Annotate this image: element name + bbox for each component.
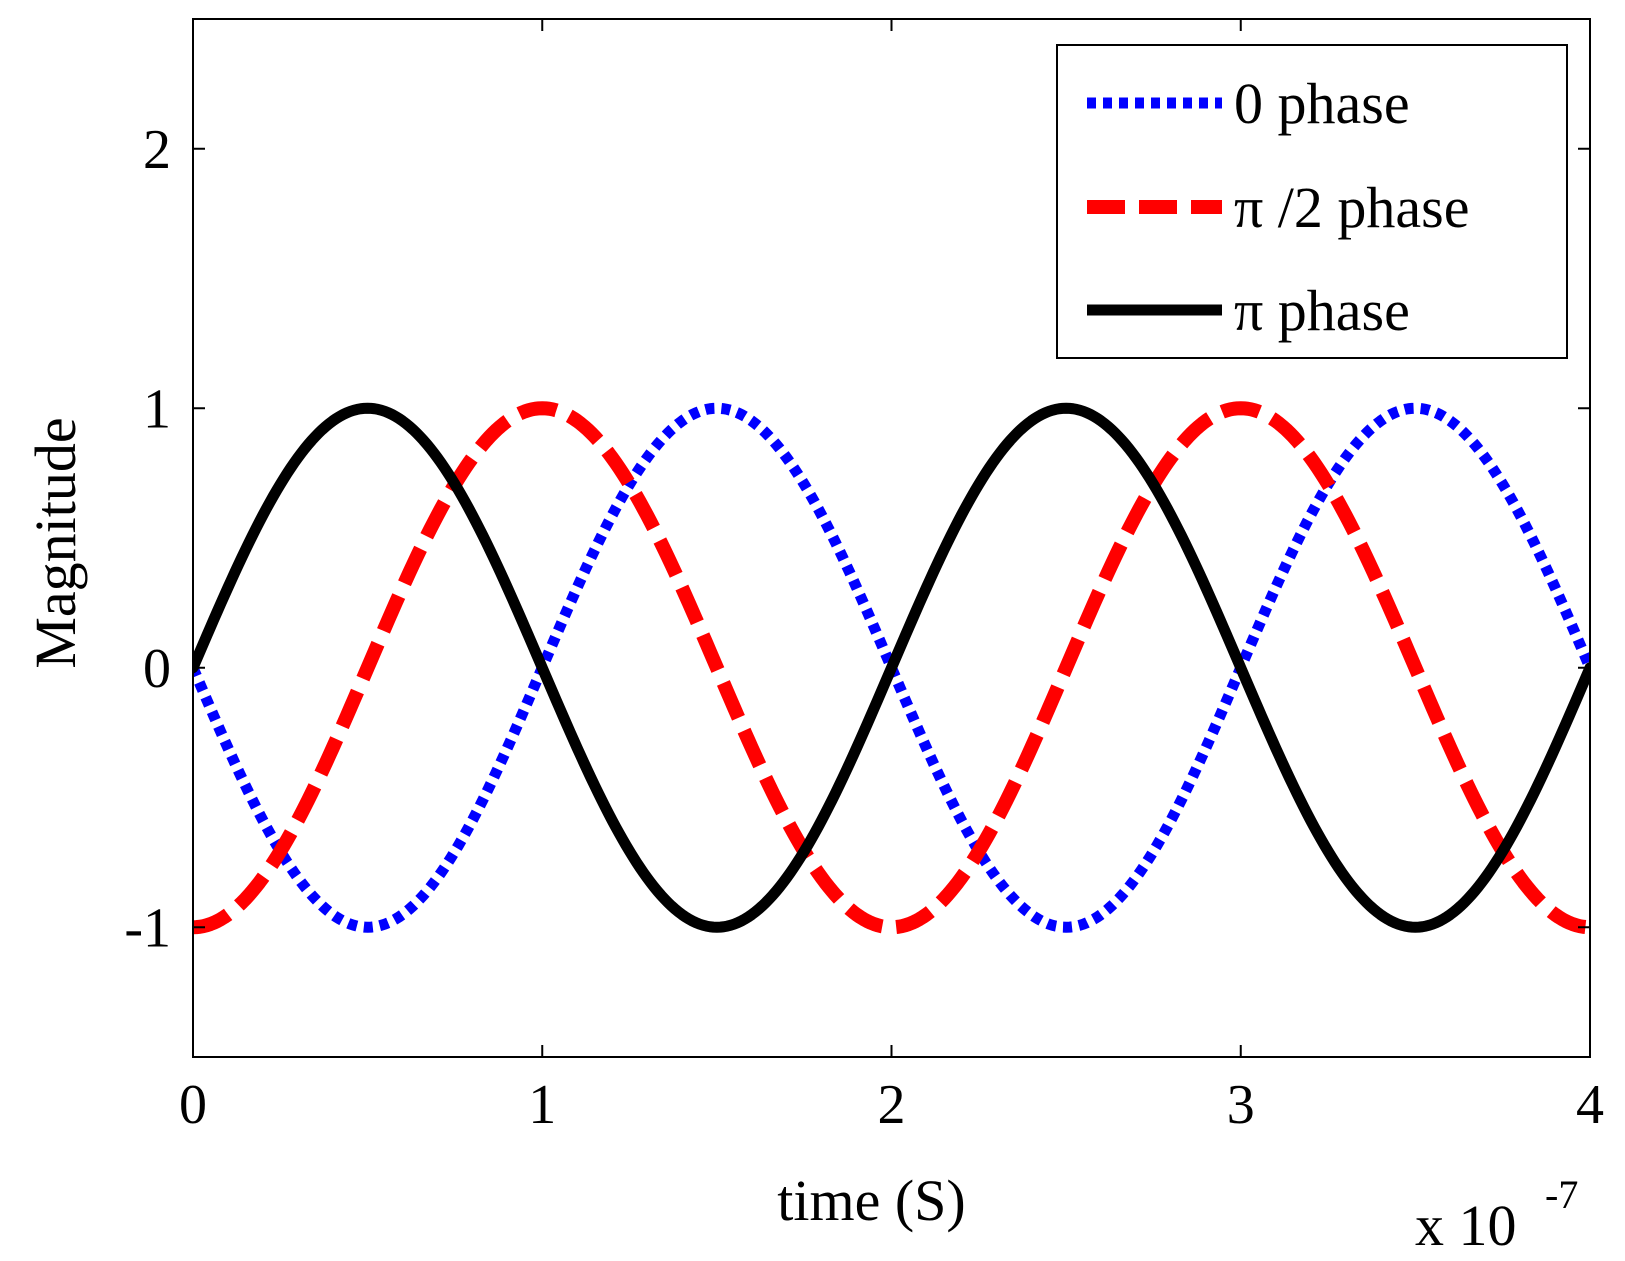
- x-tick-label: 0: [179, 1074, 207, 1136]
- x-tick-label: 2: [878, 1074, 906, 1136]
- x-tick-label: 3: [1227, 1074, 1255, 1136]
- tick-label-layer: 0 1 2 3 4 -1 0 1 2: [124, 119, 1604, 1136]
- series-line-2: [193, 402, 1590, 933]
- legend-entries: 0 phase π /2 phase π phase: [1087, 71, 1469, 343]
- legend-label-0: 0 phase: [1234, 71, 1410, 136]
- tick-layer: [192, 19, 1591, 1057]
- legend: 0 phase π /2 phase π phase: [1056, 44, 1568, 359]
- x-tick-label: 4: [1576, 1074, 1604, 1136]
- y-axis-label: Magnitude: [23, 417, 88, 668]
- x-multiplier-base: x 10: [1415, 1193, 1517, 1258]
- series-line-0: [193, 402, 1590, 933]
- series-layer: [193, 401, 1590, 935]
- x-axis-multiplier: x 10 -7: [1415, 1172, 1578, 1258]
- legend-label-2: π phase: [1234, 278, 1410, 343]
- y-tick-label: 1: [143, 378, 171, 440]
- y-tick-label: 0: [143, 638, 171, 700]
- x-multiplier-exponent: -7: [1545, 1172, 1578, 1217]
- y-tick-label: -1: [124, 897, 171, 959]
- y-tick-label: 2: [143, 119, 171, 181]
- x-axis-label: time (S): [777, 1168, 965, 1233]
- x-tick-label: 1: [528, 1074, 556, 1136]
- legend-label-1: π /2 phase: [1234, 175, 1469, 240]
